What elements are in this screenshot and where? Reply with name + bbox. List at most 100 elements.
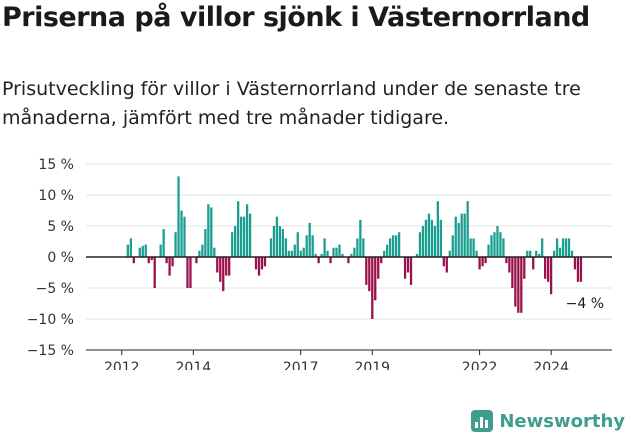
bar (248, 213, 252, 257)
bar (490, 235, 493, 257)
bar (147, 257, 150, 264)
bar (579, 257, 583, 282)
bar (275, 216, 279, 257)
bar (138, 247, 141, 257)
bar (272, 226, 276, 257)
bar (469, 238, 472, 257)
bar (350, 253, 353, 257)
bar (558, 247, 562, 257)
bar (538, 253, 541, 257)
bar (383, 250, 386, 257)
bar (517, 257, 520, 313)
bar (523, 257, 526, 279)
x-tick-label: 2024 (533, 360, 569, 370)
bar (508, 257, 511, 273)
bar (260, 257, 264, 270)
bar (141, 245, 144, 257)
bar (341, 253, 344, 257)
bar (287, 250, 290, 257)
bar (225, 257, 228, 276)
y-tick-label: −15 % (27, 343, 74, 359)
bar (451, 235, 454, 257)
y-tick-label: −10 % (27, 312, 74, 328)
bar (320, 253, 323, 257)
bar (392, 235, 395, 257)
bar (362, 238, 365, 257)
bar (415, 253, 419, 257)
bar (389, 238, 392, 257)
bar (377, 257, 380, 279)
bar (409, 257, 413, 285)
bar (430, 219, 434, 257)
bar (317, 257, 320, 264)
bar (207, 204, 210, 257)
bar (460, 213, 463, 257)
y-tick-label: 15 % (38, 157, 74, 173)
bar (424, 219, 428, 257)
bar (335, 247, 338, 257)
bar (573, 257, 577, 270)
chart-subtitle: Prisutveckling för villor i Västernorrla… (2, 78, 581, 129)
bar (466, 201, 469, 257)
bar (374, 257, 377, 301)
bar (549, 257, 553, 295)
bar (245, 204, 249, 257)
bar (356, 238, 359, 257)
bar (302, 247, 305, 257)
bar (296, 232, 299, 257)
bar (216, 257, 219, 273)
bar (290, 250, 293, 257)
bar (231, 232, 234, 257)
bar (332, 247, 335, 257)
bar (204, 229, 207, 257)
bar (421, 226, 425, 257)
bar (496, 226, 499, 257)
bar (487, 244, 490, 257)
bar (338, 244, 341, 257)
bar (129, 238, 132, 257)
bar (329, 257, 332, 264)
bar-chart: 15 %10 %5 %0 %−5 %−10 %−15 % 2012 2014 201… (27, 157, 612, 370)
y-tick-label: 0 % (47, 250, 74, 266)
bar (529, 250, 532, 257)
chart-title: Priserna på villor sjönk i Västernorrlan… (2, 2, 590, 33)
bar (481, 257, 484, 267)
bar (359, 219, 362, 257)
bar (162, 229, 165, 257)
logo-chart-icon (471, 410, 494, 432)
bar (535, 250, 538, 257)
x-tick-label: 2022 (462, 360, 498, 370)
bar (305, 235, 308, 257)
bar (222, 257, 225, 292)
bar (257, 257, 261, 276)
bar (436, 201, 439, 257)
bar (380, 257, 383, 264)
bar (532, 257, 535, 270)
bar (544, 257, 547, 279)
bar (499, 232, 502, 257)
bar (386, 244, 389, 257)
bar (293, 244, 296, 257)
bar (237, 201, 240, 257)
bar (314, 253, 317, 257)
bar (561, 238, 565, 257)
bar (427, 213, 431, 257)
bar (442, 257, 445, 267)
bar (126, 244, 129, 257)
bar (299, 250, 302, 257)
bar (323, 238, 326, 257)
bar (418, 232, 422, 257)
bar (433, 226, 437, 257)
bar (213, 247, 216, 257)
bar (144, 244, 147, 257)
bar (570, 250, 574, 257)
bar (177, 176, 180, 257)
bar (195, 257, 198, 264)
bar (308, 222, 311, 257)
bar (394, 235, 398, 257)
y-tick-label: 10 % (38, 188, 74, 204)
y-tick-label: 5 % (47, 219, 74, 235)
bar (347, 257, 350, 264)
bar (201, 244, 204, 257)
bar (165, 257, 168, 264)
